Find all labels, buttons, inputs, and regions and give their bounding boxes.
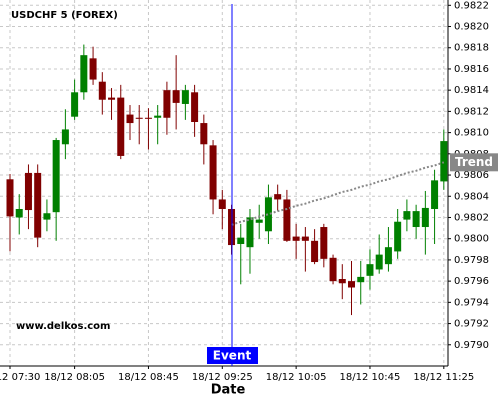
y-tick-label: 0.9820	[454, 22, 489, 33]
candle-body	[126, 114, 134, 124]
x-tick-label: 18/12 10:45	[340, 372, 401, 383]
candle-body	[329, 257, 337, 282]
y-tick-label: 0.9818	[454, 43, 489, 54]
y-tick-label: 0.9802	[454, 212, 489, 223]
candle-body	[154, 115, 162, 118]
y-tick-label: 0.9806	[454, 170, 489, 181]
candle-body	[348, 281, 356, 288]
candle-body	[255, 219, 263, 223]
candle-body	[237, 237, 245, 244]
watermark: www.delkos.com	[16, 321, 110, 332]
x-tick-label: 18/12 09:25	[192, 372, 253, 383]
x-tick-label: 18/12 08:45	[118, 372, 179, 383]
candle-body	[200, 123, 208, 145]
y-tick-label: 0.9822	[454, 0, 489, 11]
candle-body	[181, 90, 189, 104]
event-label-box	[207, 347, 258, 364]
candle-body	[80, 55, 88, 93]
candle-body	[52, 140, 60, 213]
candle-body	[89, 58, 97, 80]
candle-body	[246, 217, 254, 248]
y-tick-label: 0.9794	[454, 297, 489, 308]
candle-body	[172, 90, 180, 103]
candle-body	[283, 199, 291, 241]
candle-body	[412, 211, 420, 228]
candle-body	[274, 194, 282, 200]
candle-body	[394, 221, 402, 252]
marks	[6, 44, 448, 316]
candle-body	[34, 172, 42, 238]
y-tick-label: 0.9800	[454, 234, 489, 245]
y-tick-label: 0.9798	[454, 255, 489, 266]
candle-body	[338, 279, 346, 284]
x-tick-label: 18/12 08:05	[44, 372, 105, 383]
y-tick-label: 0.9810	[454, 128, 489, 139]
y-tick-label: 0.9792	[454, 319, 489, 330]
y-tick-label: 0.9804	[454, 191, 489, 202]
candle-body	[311, 240, 319, 263]
candle-body	[98, 81, 106, 100]
candle-body	[431, 180, 439, 209]
candle-body	[15, 208, 23, 218]
event-label: Event	[213, 349, 252, 363]
candle-body	[384, 247, 392, 265]
trend-line	[231, 161, 445, 226]
candle-body	[144, 117, 152, 119]
candle-body	[264, 197, 272, 232]
candle-body	[375, 254, 383, 270]
trend-label: Trend	[455, 155, 493, 169]
candle-body	[320, 227, 328, 259]
x-tick-label: 18/12 07:30	[0, 372, 40, 383]
candle-body	[218, 199, 226, 209]
y-tick-label: 0.9796	[454, 276, 489, 287]
candle-body	[43, 213, 51, 220]
candle-body	[61, 129, 69, 145]
candle-body	[71, 92, 79, 117]
candle-body	[24, 172, 32, 211]
candle-body	[191, 92, 199, 122]
candle-body	[292, 236, 300, 241]
chart-title: USDCHF 5 (FOREX)	[11, 10, 118, 21]
y-tick-label: 0.9812	[454, 106, 489, 117]
y-tick-label: 0.9790	[454, 340, 489, 351]
y-tick-label: 0.9814	[454, 85, 489, 96]
trend-label-box	[450, 153, 498, 172]
candle-body	[135, 117, 143, 119]
y-tick-label: 0.9816	[454, 64, 489, 75]
candle-body	[403, 211, 411, 220]
candle-body	[301, 236, 309, 241]
candle-body	[108, 97, 116, 100]
candle-body	[163, 90, 171, 118]
candle-body	[440, 141, 448, 182]
candle-body	[117, 97, 125, 156]
candle-body	[421, 207, 429, 228]
candle-body	[6, 179, 14, 217]
candle-body	[357, 276, 365, 283]
x-tick-label: 18/12 11:25	[413, 372, 474, 383]
x-tick-label: 18/12 10:05	[266, 372, 327, 383]
candle-body	[209, 145, 217, 200]
candle-body	[366, 264, 374, 276]
x-axis-title: Date	[211, 383, 246, 398]
